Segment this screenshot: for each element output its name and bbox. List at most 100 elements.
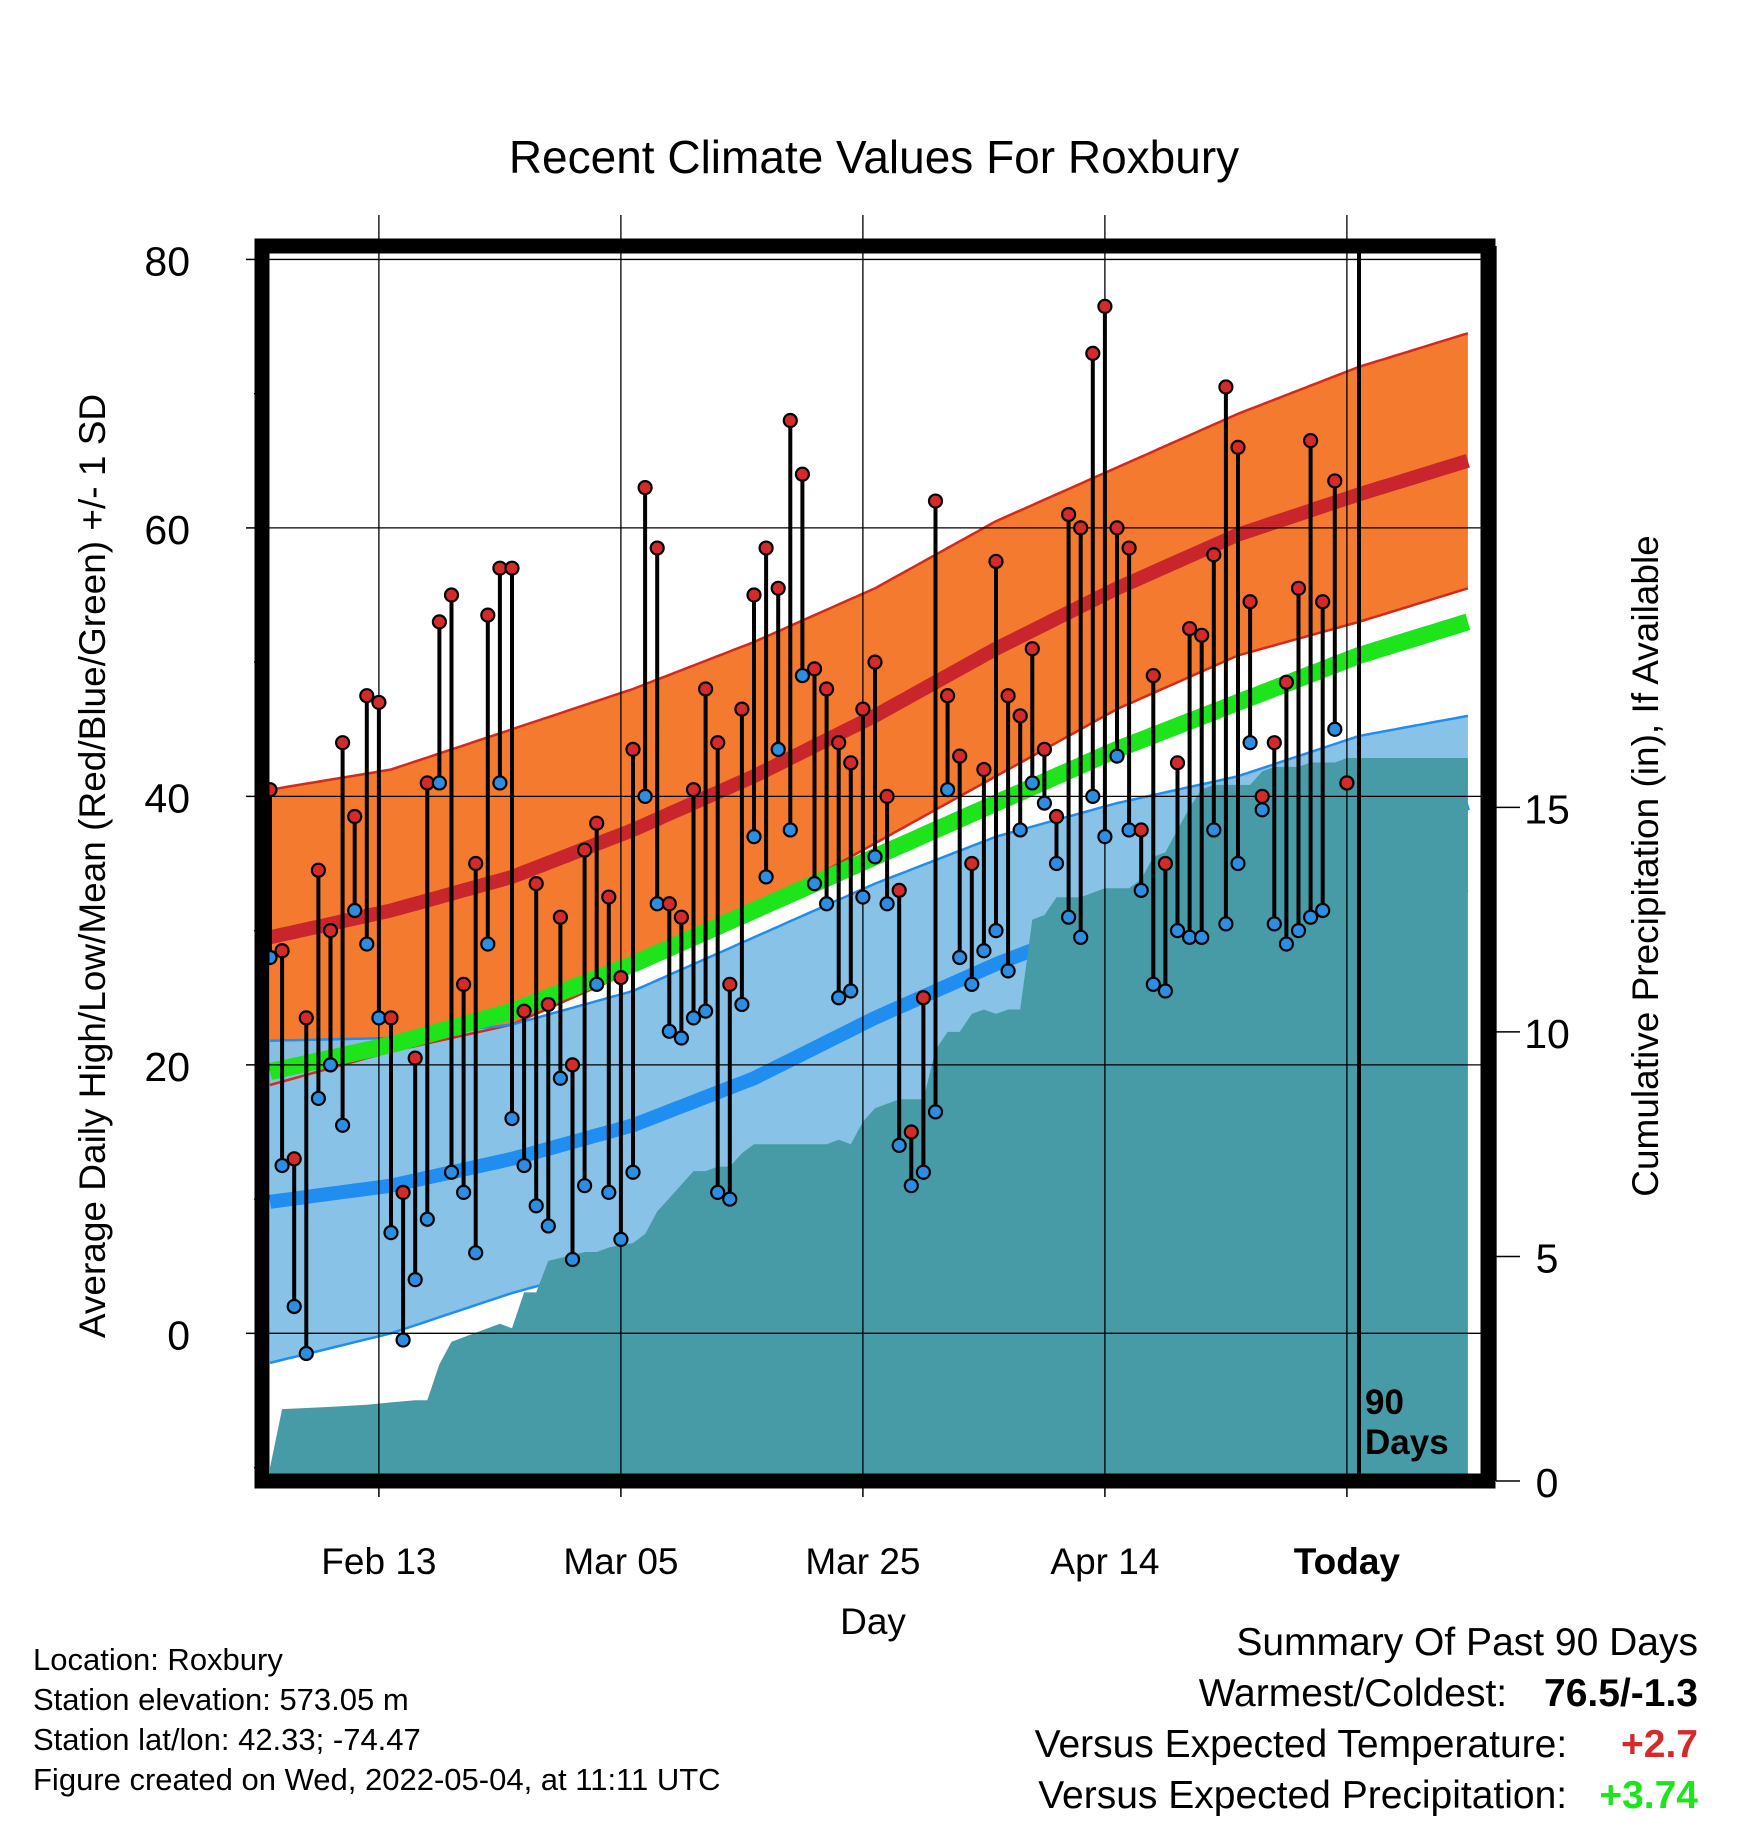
obs-low-point [468,1245,484,1261]
obs-high-point [576,842,593,858]
obs-low-point [528,1198,544,1214]
obs-low-point [734,996,750,1013]
axes: 0 20 40 60 80 0 5 10 15 Feb 13 Mar 05 Mar 25 Apr 14 T… [72,238,1666,1642]
obs-low-point [710,1184,726,1200]
obs-high-point [347,808,363,825]
obs-low-point [1242,735,1258,751]
obs-low-point [540,1218,556,1234]
obs-high-point [710,735,726,751]
obs-low-point [1048,855,1065,872]
obs-high-point [613,970,629,986]
obs-low-point [480,936,496,952]
obs-high-point [988,553,1004,570]
obs-high-point [782,412,798,429]
obs-high-point [589,815,605,831]
obs-high-point [1278,674,1295,690]
y2-tick-label: 10 [1524,1011,1570,1057]
y-tick-label: 20 [144,1044,190,1090]
location-text: Location: Roxbury [33,1642,283,1677]
obs-high-point [1048,808,1065,825]
obs-high-point [734,701,750,717]
x-axis-label: Day [840,1601,906,1642]
obs-low-point [310,1090,326,1107]
obs-low-point [1060,909,1077,925]
obs-low-point [1109,748,1125,764]
obs-high-point [1109,520,1125,536]
high-sd-lower-edge [269,587,1469,1087]
obs-low-point [552,1070,569,1086]
obs-low-point [492,775,508,791]
obs-high-point [456,976,472,992]
obs-high-point [903,1124,919,1140]
obs-high-point [601,889,617,905]
obs-low-point [637,788,653,804]
obs-high-point [1194,627,1210,643]
obs-high-point [1302,433,1319,449]
obs-high-point [1254,788,1270,804]
warm-cold-label: Warmest/Coldest: [1198,1672,1508,1715]
obs-high-point [625,741,641,757]
obs-high-point [1290,580,1307,596]
warm-cold-value: 76.5/-1.3 [1544,1672,1698,1715]
obs-high-point [806,661,823,677]
obs-high-point [1266,735,1282,751]
obs-low-point [1169,923,1186,939]
obs-low-point [613,1231,629,1247]
obs-high-point [722,976,738,992]
summary-precip-row: Versus Expected Precipitation: +3.74 [1035,1770,1698,1821]
obs-low-point [758,869,774,885]
obs-high-point [1073,520,1089,536]
obs-low-point [456,1184,472,1200]
precip-area [270,758,1468,1481]
obs-high-point [915,990,932,1006]
obs-high-point [1181,620,1198,637]
obs-low-point [831,990,847,1006]
obs-low-point [335,1117,351,1133]
obs-low-point [286,1298,302,1315]
temp-anomaly-label: Versus Expected Temperature: [1034,1723,1568,1766]
y-axis-label: Average Daily High/Low/Mean (Red/Blue/Gr… [72,394,113,1338]
obs-high-point [552,909,569,925]
obs-high-point [274,943,290,959]
obs-low-point [855,889,871,905]
obs-high-point [1339,775,1355,791]
obs-low-point [903,1178,919,1194]
obs-low-point [746,829,762,845]
obs-low-point [347,902,363,919]
obs-low-point [1254,802,1270,818]
station-info: Location: Roxbury Station elevation: 573… [33,1640,721,1800]
obs-high-point [1000,688,1016,704]
obs-low-point [359,936,375,952]
grid-lines [262,215,1488,1481]
obs-high-point [359,688,375,704]
obs-high-point [431,614,447,630]
obs-low-point [1073,929,1089,945]
obs-high-point [649,540,665,556]
x-tick-label: Feb 13 [321,1541,436,1582]
obs-low-point [1145,976,1161,992]
obs-low-point [395,1332,411,1348]
obs-low-point [976,943,992,959]
chart-title: Recent Climate Values For Roxbury [508,131,1240,183]
obs-high-point [383,1010,399,1026]
obs-low-point [576,1178,593,1194]
obs-high-point [794,466,811,482]
obs-low-point [1036,795,1053,811]
obs-high-point [504,560,520,576]
obs-low-point [867,849,883,865]
obs-high-point [371,694,387,711]
obs-low-point [589,976,605,992]
obs-low-point [1000,963,1016,979]
obs-low-point [1012,822,1028,838]
obs-high-point [1230,439,1246,455]
obs-low-point [322,1057,339,1073]
obs-high-point [1097,298,1113,315]
y-tick-label: 80 [144,238,190,284]
y2-tick-label: 0 [1536,1460,1559,1506]
obs-low-point [1133,882,1149,898]
x-tick-label: Today [1294,1541,1401,1582]
obs-high-point [528,876,544,892]
obs-low-point [504,1110,520,1127]
obs-low-point [443,1164,460,1180]
